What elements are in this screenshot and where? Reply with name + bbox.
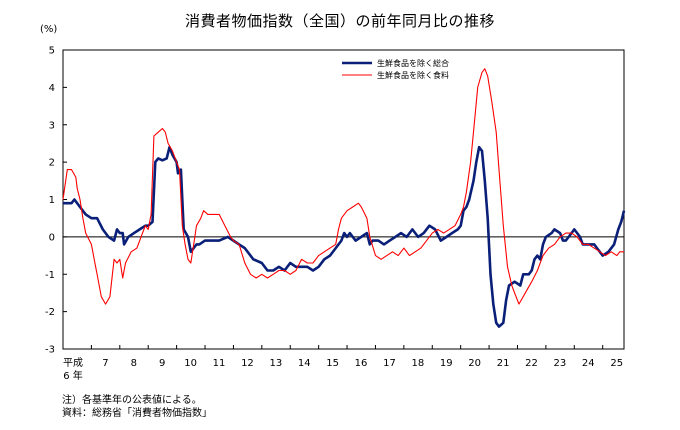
y-tick-label: 3 (49, 120, 55, 131)
x-tick-label: 23 (554, 358, 567, 369)
x-tick-label: 24 (582, 358, 595, 369)
x-tick-label: 22 (525, 358, 538, 369)
x-tick-label: 15 (326, 358, 339, 369)
y-tick-label: 4 (49, 83, 55, 94)
series-lines (62, 68, 626, 328)
x-tick-label: 10 (184, 358, 197, 369)
footnote-note: 注）各基準年の公表値による。 (62, 395, 202, 406)
x-tick-label: 19 (440, 358, 453, 369)
x-tick-label: 14 (298, 358, 311, 369)
y-tick-label: -2 (45, 307, 55, 318)
x-tick-label: 8 (131, 358, 137, 369)
y-tick-label: 5 (49, 46, 55, 57)
x-tick-label: 13 (269, 358, 282, 369)
legend-label: 生鮮食品を除く食料 (377, 70, 449, 80)
footnote-source: 資料：総務省「消費者物価指数」 (62, 408, 212, 419)
series-line-core (63, 145, 626, 328)
legend-label: 生鮮食品を除く総合 (377, 58, 449, 68)
y-tick-label: -1 (45, 270, 55, 281)
x-tick-label: 9 (159, 358, 165, 369)
y-tick-label: 1 (49, 195, 55, 206)
x-tick-sublabel: 6 年 (63, 369, 83, 382)
x-tick-label: 平成 (63, 357, 83, 369)
y-tick-label: 0 (49, 232, 55, 243)
x-tick-label: 17 (383, 358, 396, 369)
chart-title: 消費者物価指数（全国）の前年同月比の推移 (184, 12, 495, 30)
y-tick-label: 2 (49, 158, 55, 169)
x-tick-label: 16 (355, 358, 368, 369)
plot-frame (62, 49, 625, 350)
x-tick-label: 25 (610, 358, 623, 369)
y-tick-label: -3 (45, 345, 55, 356)
x-tick-label: 11 (213, 358, 226, 369)
x-tick-label: 18 (411, 358, 424, 369)
x-tick-label: 12 (241, 358, 254, 369)
series-line-food (62, 68, 624, 305)
x-tick-label: 21 (497, 358, 510, 369)
y-axis-unit-label: (%) (40, 24, 58, 35)
x-tick-label: 7 (102, 358, 108, 369)
x-tick-label: 20 (468, 358, 481, 369)
